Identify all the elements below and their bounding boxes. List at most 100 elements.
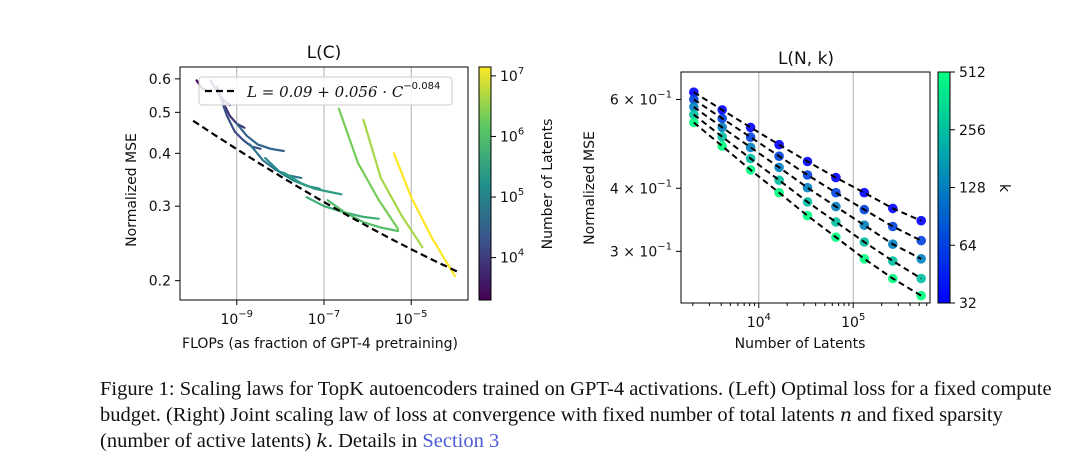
- right-colorbar-tick-label-base: 512: [959, 65, 986, 81]
- left-series-line-5: [248, 143, 303, 179]
- right-y-tick-label: 4 × 10−1: [610, 178, 672, 197]
- left-series-line-9: [326, 199, 400, 233]
- left-legend: L = 0.09 + 0.056 · C−0.084: [198, 76, 453, 106]
- right-colorbar-tick-label: 256: [959, 123, 986, 139]
- left-series-group: [195, 79, 456, 278]
- right-x-tick-label-base: 10: [747, 315, 765, 331]
- caption-mid: and fixed sparsity (number of active lat…: [100, 404, 1003, 452]
- right-fit-line-k64: [693, 98, 922, 242]
- left-y-tick-label-base: 0.5: [149, 105, 171, 121]
- left-y-tick-label: 0.6: [149, 72, 171, 88]
- right-data-point-k64: [888, 221, 898, 232]
- left-legend-label: L = 0.09 + 0.056 · C: [246, 83, 404, 101]
- left-y-tick-label-base: 0.4: [149, 146, 171, 162]
- left-y-tick-label: 0.4: [149, 146, 171, 162]
- left-chart: L(C) 10−9 10−7 10−50.60.50.40.30.2 L = 0.0…: [124, 43, 556, 352]
- right-data-point-k512: [916, 290, 926, 301]
- right-x-axis-label: Number of Latents: [735, 336, 866, 352]
- right-colorbar-tick-label-base: 32: [959, 296, 977, 312]
- right-colorbar-label: k: [996, 184, 1012, 193]
- right-chart-title: L(N, k): [778, 49, 834, 69]
- left-colorbar-tick-label-base: 10: [500, 129, 518, 145]
- left-y-axis-label: Normalized MSE: [124, 133, 140, 247]
- right-x-tick-label-exponent: 5: [859, 312, 865, 323]
- right-fit-line-k128: [693, 106, 922, 260]
- left-fit-line: [192, 119, 459, 274]
- left-colorbar-tick-label: 105: [500, 187, 524, 206]
- right-y-tick-label-exponent: −1: [657, 241, 672, 252]
- svg-text:L = 0.09 + 0.056 · C−0.084: L = 0.09 + 0.056 · C−0.084: [246, 81, 440, 101]
- right-x-tick-label-base: 10: [841, 315, 859, 331]
- left-colorbar-tick-label-exponent: 5: [518, 187, 524, 198]
- left-y-tick-label-base: 0.2: [149, 274, 171, 290]
- right-y-tick-label-base: 3 × 10: [610, 244, 657, 260]
- left-colorbar-tick-label-exponent: 6: [518, 126, 524, 137]
- right-y-tick-label-base: 4 × 10: [610, 181, 657, 197]
- left-y-tick-label: 0.5: [149, 105, 171, 121]
- right-x-tick-label: 104: [747, 312, 771, 331]
- left-x-tick-label-base: 10: [308, 312, 326, 328]
- left-y-tick-label: 0.3: [149, 199, 171, 215]
- left-series-line-12: [392, 152, 456, 278]
- right-y-tick-label-exponent: −1: [657, 178, 672, 189]
- right-fit-line-k32: [693, 91, 922, 222]
- left-grid: [236, 67, 412, 300]
- right-data-point-k32: [745, 122, 756, 133]
- right-colorbar: [937, 71, 951, 304]
- left-x-tick-label-base: 10: [220, 312, 238, 328]
- left-colorbar-tick-label-exponent: 4: [518, 248, 524, 259]
- left-chart-title: L(C): [307, 43, 342, 63]
- left-series-line-4: [235, 122, 285, 153]
- left-axis-ticks: 10−9 10−7 10−50.60.50.40.30.2: [149, 72, 428, 328]
- left-series-line-10: [337, 107, 400, 231]
- left-y-tick-label: 0.2: [149, 274, 171, 290]
- left-x-tick-label-base: 10: [395, 312, 413, 328]
- left-x-tick-label: 10−9: [220, 309, 253, 328]
- left-series-line-11: [362, 118, 424, 249]
- left-colorbar-label: Number of Latents: [540, 119, 556, 250]
- right-colorbar-tick-label: 32: [959, 296, 977, 312]
- caption-var-n: n: [839, 404, 852, 426]
- right-y-tick-label-base: 6 × 10: [610, 92, 657, 108]
- left-colorbar-tick-label-base: 10: [500, 251, 518, 267]
- right-y-tick-label: 6 × 10−1: [610, 89, 672, 108]
- left-x-tick-label-exponent: −7: [326, 309, 341, 320]
- left-colorbar-tick-label: 104: [500, 248, 524, 267]
- right-data-point-k32: [859, 187, 870, 198]
- left-y-tick-label-base: 0.6: [149, 72, 171, 88]
- left-series-line-6: [264, 156, 321, 190]
- left-x-tick-label: 10−7: [308, 309, 341, 328]
- left-colorbar-tick-label-base: 10: [500, 69, 518, 85]
- left-legend-exponent: −0.084: [403, 81, 440, 92]
- caption-lead: Figure 1: Scaling laws for TopK autoenco…: [100, 378, 1052, 426]
- right-colorbar-tick-label: 512: [959, 65, 986, 81]
- right-colorbar-tick-label: 64: [959, 238, 977, 254]
- figure-caption: Figure 1: Scaling laws for TopK autoenco…: [100, 376, 1060, 454]
- right-colorbar-tick-label-base: 256: [959, 123, 986, 139]
- left-series-line-8: [305, 196, 380, 220]
- left-colorbar-tick-label-base: 10: [500, 190, 518, 206]
- right-data-point-k64: [916, 235, 926, 246]
- right-colorbar-tick-label: 128: [959, 181, 986, 197]
- left-x-axis-label: FLOPs (as fraction of GPT-4 pretraining): [182, 336, 458, 352]
- left-y-tick-label-base: 0.3: [149, 199, 171, 215]
- left-x-tick-label: 10−5: [395, 309, 428, 328]
- right-x-tick-label-exponent: 4: [765, 312, 771, 323]
- right-colorbar-tick-label-base: 128: [959, 181, 986, 197]
- right-colorbar-ticks: 512 256 128 64 32: [950, 65, 986, 312]
- right-plot-frame: [680, 71, 931, 304]
- right-y-tick-label-exponent: −1: [657, 89, 672, 100]
- section-link[interactable]: Section 3: [422, 430, 500, 452]
- right-fit-line-k256: [693, 113, 922, 280]
- left-colorbar-tick-label: 106: [500, 126, 524, 145]
- figure-1: L(C) 10−9 10−7 10−50.60.50.40.30.2 L = 0.0…: [124, 43, 1012, 352]
- left-x-tick-label-exponent: −5: [413, 309, 428, 320]
- right-fit-line-k512: [693, 121, 922, 297]
- right-colorbar-tick-label-base: 64: [959, 238, 977, 254]
- left-colorbar-tick-label-exponent: 7: [518, 66, 524, 77]
- left-x-tick-label-exponent: −9: [238, 309, 253, 320]
- caption-var-k: k: [316, 430, 328, 452]
